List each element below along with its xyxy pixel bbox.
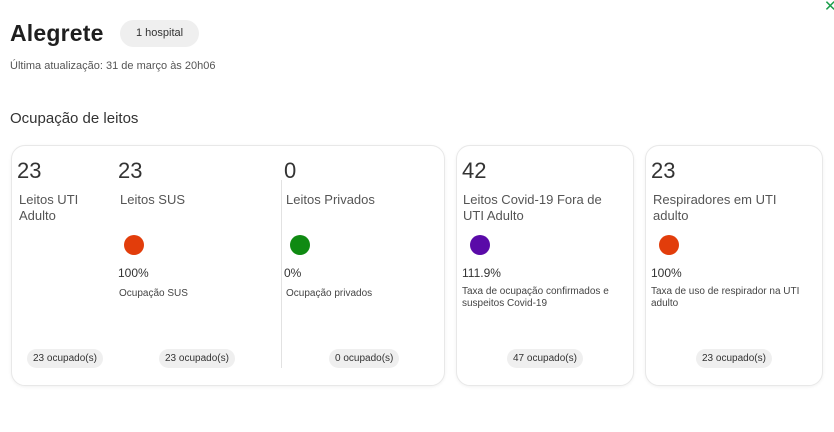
covid-percent: 111.9%: [462, 266, 501, 280]
respiradores-description: Taxa de uso de respirador na UTI adulto: [651, 286, 800, 309]
privados-value: 0: [284, 158, 297, 183]
privados-status-dot: [290, 235, 310, 255]
section-title: Ocupação de leitos: [10, 110, 139, 127]
uti-adulto-occupied-badge: 23 ocupado(s): [27, 349, 103, 368]
privados-percent: 0%: [284, 266, 302, 280]
privados-description: Ocupação privados: [286, 288, 373, 299]
respiradores-status-dot: [659, 235, 679, 255]
sus-description: Ocupação SUS: [119, 288, 188, 299]
respiradores-percent: 100%: [651, 266, 682, 280]
card-covid-beds: [456, 145, 634, 386]
sus-label: Leitos SUS: [120, 192, 186, 207]
privados-label: Leitos Privados: [286, 192, 375, 207]
close-icon[interactable]: ✕: [824, 0, 834, 15]
covid-label: Leitos Covid-19 Fora de UTI Adulto: [463, 192, 602, 223]
sus-percent: 100%: [118, 266, 149, 280]
respiradores-occupied-badge: 23 ocupado(s): [696, 349, 772, 368]
hospital-count-badge: 1 hospital: [120, 20, 200, 47]
covid-value: 42: [462, 158, 487, 183]
privados-occupied-badge: 0 ocupado(s): [329, 349, 400, 368]
sus-value: 23: [118, 158, 143, 183]
covid-status-dot: [470, 235, 490, 255]
card-beds-overview: [11, 145, 445, 386]
card-ventilators: [645, 145, 823, 386]
column-divider: [281, 180, 282, 368]
respiradores-value: 23: [651, 158, 676, 183]
respiradores-label: Respiradores em UTI adulto: [653, 192, 777, 223]
page-title: Alegrete: [10, 20, 104, 46]
uti-adulto-value: 23: [17, 158, 42, 183]
last-update-text: Última atualização: 31 de março às 20h06: [10, 60, 216, 72]
covid-description: Taxa de ocupação confirmados e suspeitos…: [462, 286, 609, 309]
uti-adulto-label: Leitos UTI Adulto: [19, 192, 79, 223]
sus-status-dot: [124, 235, 144, 255]
covid-occupied-badge: 47 ocupado(s): [507, 349, 583, 368]
sus-occupied-badge: 23 ocupado(s): [159, 349, 235, 368]
